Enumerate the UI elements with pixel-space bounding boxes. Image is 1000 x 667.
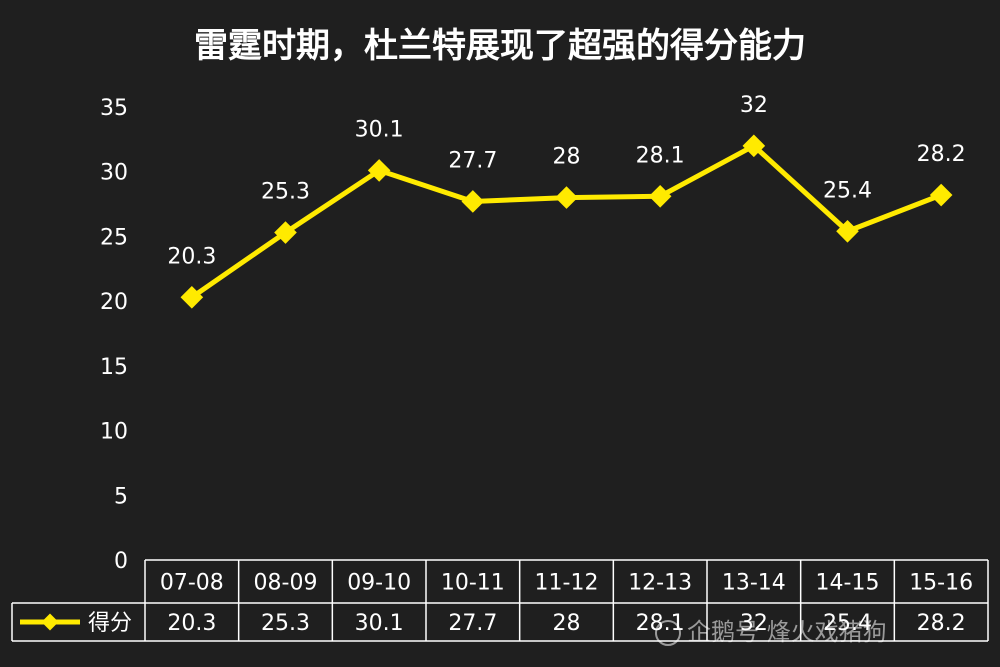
x-tick-label: 11-12: [535, 571, 599, 596]
data-point: [555, 186, 578, 209]
y-tick-label: 30: [100, 161, 128, 186]
x-tick-label: 09-10: [347, 571, 411, 596]
data-point: [929, 183, 953, 207]
data-label: 25.3: [261, 180, 310, 205]
y-tick-label: 10: [100, 420, 128, 445]
legend-label: 得分: [88, 611, 132, 636]
x-tick-label: 15-16: [909, 571, 973, 596]
data-point: [648, 184, 672, 208]
table-value-cell: 27.7: [448, 611, 497, 636]
y-tick-label: 25: [100, 225, 128, 250]
y-axis: 0 5 10 15 20 25 30 35: [100, 96, 128, 574]
table-value-cell: 30.1: [355, 611, 404, 636]
watermark: 企鹅号 烽火戏猪狗: [655, 612, 887, 647]
table-value-cell: 25.4: [823, 611, 872, 636]
table-value-cell: 25.3: [261, 611, 310, 636]
x-tick-label: 07-08: [160, 571, 224, 596]
table-value-cell: 28.2: [917, 611, 966, 636]
y-tick-label: 5: [114, 484, 128, 509]
table-value-cell: 28: [553, 611, 581, 636]
x-tick-label: 13-14: [722, 571, 786, 596]
data-label: 28.1: [636, 143, 685, 168]
y-tick-label: 35: [100, 96, 128, 121]
watermark-text: 企鹅号 烽火戏猪狗: [687, 618, 887, 646]
data-label: 32: [740, 93, 768, 118]
y-tick-label: 20: [100, 290, 128, 315]
x-tick-label: 12-13: [628, 571, 692, 596]
table-value-cell: 20.3: [167, 611, 216, 636]
legend-marker: [41, 613, 59, 631]
x-tick-label: 08-09: [254, 571, 318, 596]
y-tick-label: 15: [100, 355, 128, 380]
data-label: 30.1: [355, 117, 404, 142]
data-label: 28.2: [917, 142, 966, 167]
y-tick-label: 0: [114, 549, 128, 574]
x-tick-label: 14-15: [816, 571, 880, 596]
data-table: 07-08 08-09 09-10 10-11 11-12 12-13 13-14 14-15…: [11, 559, 989, 642]
data-label: 25.4: [823, 178, 872, 203]
penguin-icon: [655, 620, 681, 646]
data-labels: 20.3 25.3 30.1 27.7 28 28.1 32 25.4 28.2: [167, 93, 965, 269]
chart-title: 雷霆时期，杜兰特展现了超强的得分能力: [194, 26, 806, 66]
x-tick-label: 10-11: [441, 571, 505, 596]
data-label: 27.7: [448, 148, 497, 173]
data-point: [461, 190, 485, 213]
table-value-cell: 32: [740, 611, 768, 636]
data-label: 20.3: [167, 244, 216, 269]
data-label: 28: [553, 145, 581, 170]
